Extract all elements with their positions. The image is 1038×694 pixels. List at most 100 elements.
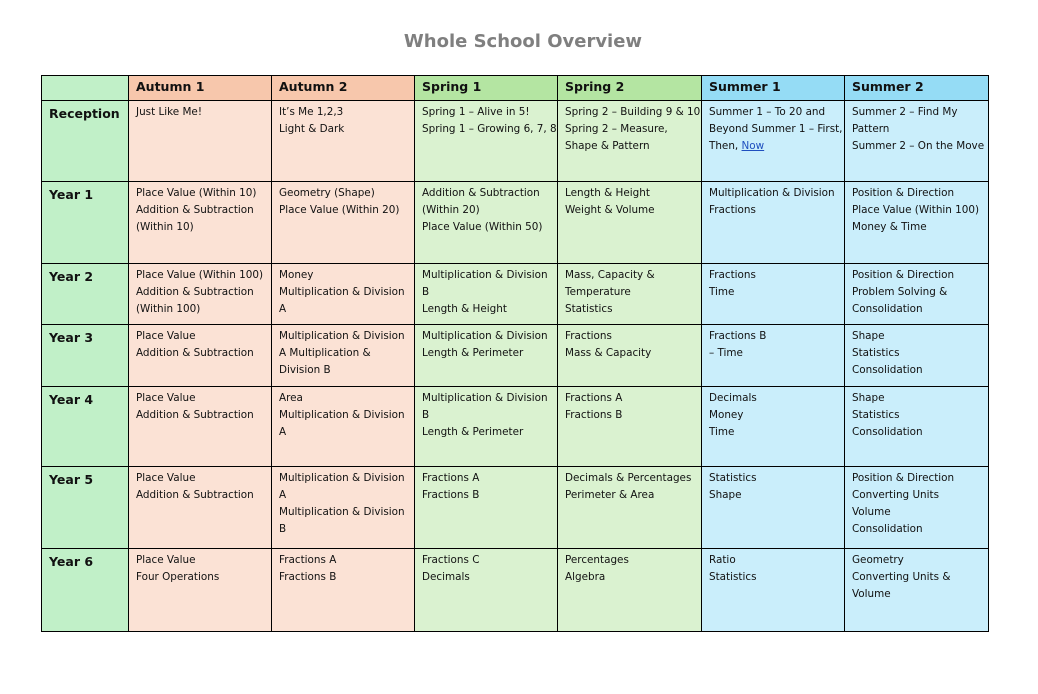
topic-text: B — [422, 409, 430, 421]
topic-line: Problem Solving & — [852, 284, 981, 301]
topic-line: Multiplication & Division — [279, 470, 407, 487]
topic-text: Weight & Volume — [565, 204, 655, 216]
topic-line: Mass & Capacity — [565, 345, 694, 362]
topic-line: Consolidation — [852, 362, 981, 379]
topic-text: Statistics — [709, 571, 757, 583]
topic-line: Summer 2 – On the Move — [852, 138, 984, 155]
table-cell: Area Multiplication & Division A — [271, 386, 415, 467]
table-row: Reception Just Like Me! It’s Me 1,2,3 Light… — [41, 100, 989, 182]
table-cell: Multiplication & Division A Multiplication… — [271, 466, 415, 549]
topic-text: Fractions — [709, 269, 756, 281]
table-row: Year 3 Place Value Addition & Subtraction M… — [41, 324, 989, 387]
topic-text: Spring 1 – Alive in 5! — [422, 106, 530, 118]
topic-text: Fractions B — [422, 489, 480, 501]
table-cell: Addition & Subtraction (Within 20) Place V… — [414, 181, 558, 264]
topic-line: Statistics — [852, 345, 981, 362]
topic-text: Money — [279, 269, 314, 281]
topic-text: Just Like Me! — [136, 106, 202, 118]
table-row: Year 4 Place Value Addition & Subtraction A… — [41, 386, 989, 467]
topic-line: Fractions — [565, 328, 694, 345]
table-cell: Summer 2 – Find My Pattern Summer 2 – On t… — [844, 100, 989, 182]
topic-line: Addition & Subtraction — [136, 487, 264, 504]
topic-line: Addition & Subtraction — [136, 407, 264, 424]
topic-line: Decimals & Percentages — [565, 470, 694, 487]
table-cell: Place Value Addition & Subtraction — [128, 324, 272, 387]
topic-text: A — [279, 426, 287, 438]
topic-line: Area — [279, 390, 407, 407]
table-cell: Place Value (Within 100) Addition & Subtr… — [128, 263, 272, 325]
topic-line: Position & Direction — [852, 185, 981, 202]
topic-text: Spring 2 – Measure, — [565, 123, 668, 135]
topic-line: Fractions A — [279, 552, 407, 569]
topic-line: – Time — [709, 345, 837, 362]
row-label: Year 4 — [41, 386, 129, 467]
topic-text: Addition & Subtraction — [136, 489, 254, 501]
topic-line: Fractions A — [422, 470, 550, 487]
topic-line: Ratio — [709, 552, 837, 569]
topic-line: Position & Direction — [852, 470, 981, 487]
topic-link[interactable]: Now — [741, 140, 765, 152]
topic-line: Fractions B — [422, 487, 550, 504]
table-cell: Length & Height Weight & Volume — [557, 181, 702, 264]
row-label: Year 3 — [41, 324, 129, 387]
topic-text: (Within 20) — [422, 204, 480, 216]
topic-text: Summer 1 – To 20 and — [709, 106, 826, 118]
table-cell: Multiplication & Division Fractions — [701, 181, 845, 264]
topic-text: Fractions — [565, 330, 612, 342]
topic-line: A — [279, 424, 407, 441]
topic-line: Time — [709, 284, 837, 301]
topic-line: (Within 10) — [136, 219, 264, 236]
topic-line: Shape — [852, 328, 981, 345]
topic-text: Shape & Pattern — [565, 140, 650, 152]
topic-text: Length & Height — [565, 187, 650, 199]
topic-line: Fractions — [709, 202, 837, 219]
topic-line: Fractions C — [422, 552, 550, 569]
topic-line: Pattern — [852, 121, 981, 138]
topic-text: Beyond Summer 1 – First, — [709, 123, 843, 135]
header-row: Autumn 1 Autumn 2 Spring 1 Spring 2 Summer 1… — [41, 75, 989, 101]
table-cell: Ratio Statistics — [701, 548, 845, 632]
topic-text: Fractions B — [565, 409, 623, 421]
topic-line: Consolidation — [852, 424, 981, 441]
topic-text: Volume — [852, 588, 891, 600]
topic-line: Spring 1 – Alive in 5! — [422, 104, 550, 121]
topic-text: Place Value (Within 50) — [422, 221, 543, 233]
topic-line: B — [279, 521, 407, 538]
topic-text: Consolidation — [852, 426, 923, 438]
table-cell: Money Multiplication & Division A — [271, 263, 415, 325]
topic-text: Consolidation — [852, 303, 923, 315]
table-cell: Multiplication & Division A Multiplicatio… — [271, 324, 415, 387]
topic-text: Statistics — [565, 303, 613, 315]
table-cell: Position & Direction Place Value (Within … — [844, 181, 989, 264]
table-cell: Fractions Time — [701, 263, 845, 325]
topic-text: Shape — [852, 392, 885, 404]
topic-line: Mass, Capacity & — [565, 267, 694, 284]
table-cell: Fractions A Fractions B — [271, 548, 415, 632]
topic-text: Place Value (Within 20) — [279, 204, 400, 216]
topic-line: Place Value — [136, 328, 264, 345]
topic-line: Length & Height — [565, 185, 694, 202]
topic-text: Consolidation — [852, 523, 923, 535]
topic-text: Place Value (Within 10) — [136, 187, 257, 199]
topic-line: Statistics — [565, 301, 694, 318]
column-header: Spring 2 — [557, 75, 702, 101]
topic-line: Multiplication & Division — [422, 390, 550, 407]
topic-text: Position & Direction — [852, 187, 955, 199]
topic-text: Spring 1 – Growing 6, 7, 8 — [422, 123, 557, 135]
table-row: Year 6 Place Value Four Operations Fraction… — [41, 548, 989, 632]
topic-line: Addition & Subtraction — [422, 185, 550, 202]
topic-text: Addition & Subtraction — [136, 286, 254, 298]
topic-line: Addition & Subtraction — [136, 284, 264, 301]
page-title: Whole School Overview — [403, 31, 643, 52]
topic-line: Money — [709, 407, 837, 424]
topic-line: Shape & Pattern — [565, 138, 694, 155]
topic-text: Summer 2 – Find My — [852, 106, 958, 118]
topic-line: Division B — [279, 362, 407, 379]
topic-line: Multiplication & Division — [709, 185, 837, 202]
topic-line: Geometry (Shape) — [279, 185, 407, 202]
topic-line: Summer 1 – To 20 and — [709, 104, 837, 121]
table-cell: Fractions Mass & Capacity — [557, 324, 702, 387]
table-cell: Place Value Addition & Subtraction — [128, 466, 272, 549]
topic-text: Fractions — [709, 204, 756, 216]
column-header: Summer 1 — [701, 75, 845, 101]
